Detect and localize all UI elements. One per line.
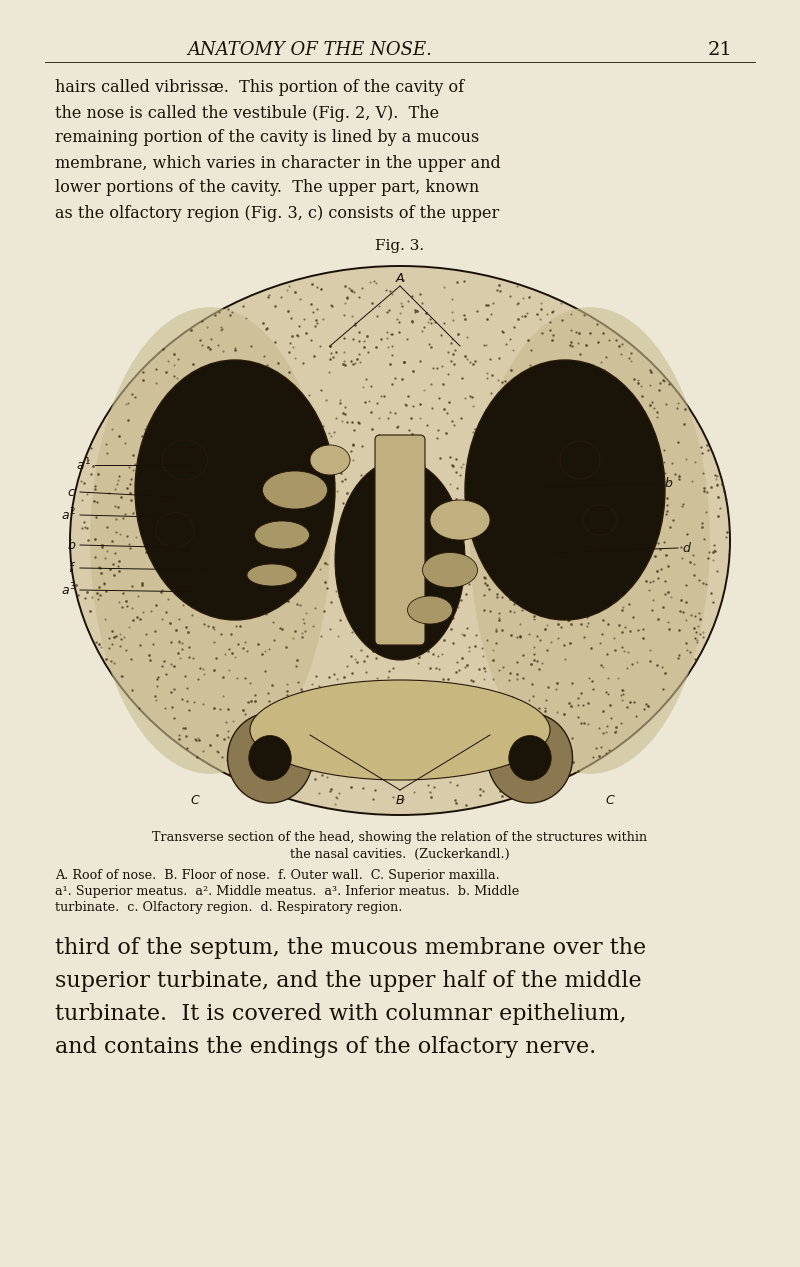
Text: A. Roof of nose.  B. Floor of nose.  f. Outer wall.  C. Superior maxilla.: A. Roof of nose. B. Floor of nose. f. Ou… (55, 869, 500, 883)
Text: Transverse section of the head, showing the relation of the structures within: Transverse section of the head, showing … (153, 830, 647, 844)
Text: ANATOMY OF THE NOSE.: ANATOMY OF THE NOSE. (187, 41, 433, 60)
Text: superior turbinate, and the upper half of the middle: superior turbinate, and the upper half o… (55, 971, 642, 992)
Ellipse shape (249, 736, 291, 780)
Ellipse shape (90, 307, 330, 774)
Text: $a^3$: $a^3$ (61, 582, 76, 598)
Ellipse shape (247, 564, 297, 587)
Text: membrane, which varies in character in the upper and: membrane, which varies in character in t… (55, 155, 501, 171)
Text: as the olfactory region (Fig. 3, c) consists of the upper: as the olfactory region (Fig. 3, c) cons… (55, 204, 499, 222)
Text: the nasal cavities.  (Zuckerkandl.): the nasal cavities. (Zuckerkandl.) (290, 848, 510, 860)
Text: $C$: $C$ (605, 793, 615, 807)
Ellipse shape (470, 307, 710, 774)
Ellipse shape (430, 500, 490, 540)
Text: $b$: $b$ (664, 476, 674, 490)
Text: $c$: $c$ (67, 485, 76, 498)
Ellipse shape (250, 680, 550, 780)
Text: turbinate.  c. Olfactory region.  d. Respiratory region.: turbinate. c. Olfactory region. d. Respi… (55, 902, 402, 915)
Text: $b$: $b$ (66, 538, 76, 552)
Text: $f$: $f$ (68, 561, 76, 575)
Ellipse shape (156, 512, 194, 547)
Ellipse shape (560, 441, 600, 479)
Ellipse shape (227, 713, 313, 803)
Text: $a^1$: $a^1$ (76, 456, 91, 474)
Text: and contains the endings of the olfactory nerve.: and contains the endings of the olfactor… (55, 1036, 596, 1058)
Text: remaining portion of the cavity is lined by a mucous: remaining portion of the cavity is lined… (55, 129, 479, 147)
Ellipse shape (487, 713, 573, 803)
Ellipse shape (262, 471, 327, 509)
Text: lower portions of the cavity.  The upper part, known: lower portions of the cavity. The upper … (55, 180, 479, 196)
Text: hairs called vibrissæ.  This portion of the cavity of: hairs called vibrissæ. This portion of t… (55, 80, 464, 96)
Ellipse shape (422, 552, 478, 588)
Text: $a^2$: $a^2$ (61, 507, 76, 523)
Text: $B$: $B$ (395, 793, 405, 807)
Ellipse shape (335, 460, 465, 660)
Text: $A$: $A$ (395, 271, 405, 285)
Text: third of the septum, the mucous membrane over the: third of the septum, the mucous membrane… (55, 938, 646, 959)
Ellipse shape (310, 445, 350, 475)
Ellipse shape (509, 736, 551, 780)
Text: the nose is called the vestibule (Fig. 2, V).  The: the nose is called the vestibule (Fig. 2… (55, 104, 439, 122)
FancyBboxPatch shape (375, 435, 425, 645)
Text: turbinate.  It is covered with columnar epithelium,: turbinate. It is covered with columnar e… (55, 1003, 626, 1025)
Text: $C$: $C$ (190, 793, 200, 807)
Text: Fig. 3.: Fig. 3. (375, 239, 425, 253)
Ellipse shape (135, 360, 335, 620)
Ellipse shape (407, 595, 453, 625)
Ellipse shape (465, 360, 665, 620)
Ellipse shape (162, 440, 207, 480)
Ellipse shape (582, 506, 618, 535)
Text: 21: 21 (708, 41, 732, 60)
Text: $d$: $d$ (682, 541, 692, 555)
Ellipse shape (254, 521, 310, 549)
Ellipse shape (70, 266, 730, 815)
Text: a¹. Superior meatus.  a². Middle meatus.  a³. Inferior meatus.  b. Middle: a¹. Superior meatus. a². Middle meatus. … (55, 886, 519, 898)
